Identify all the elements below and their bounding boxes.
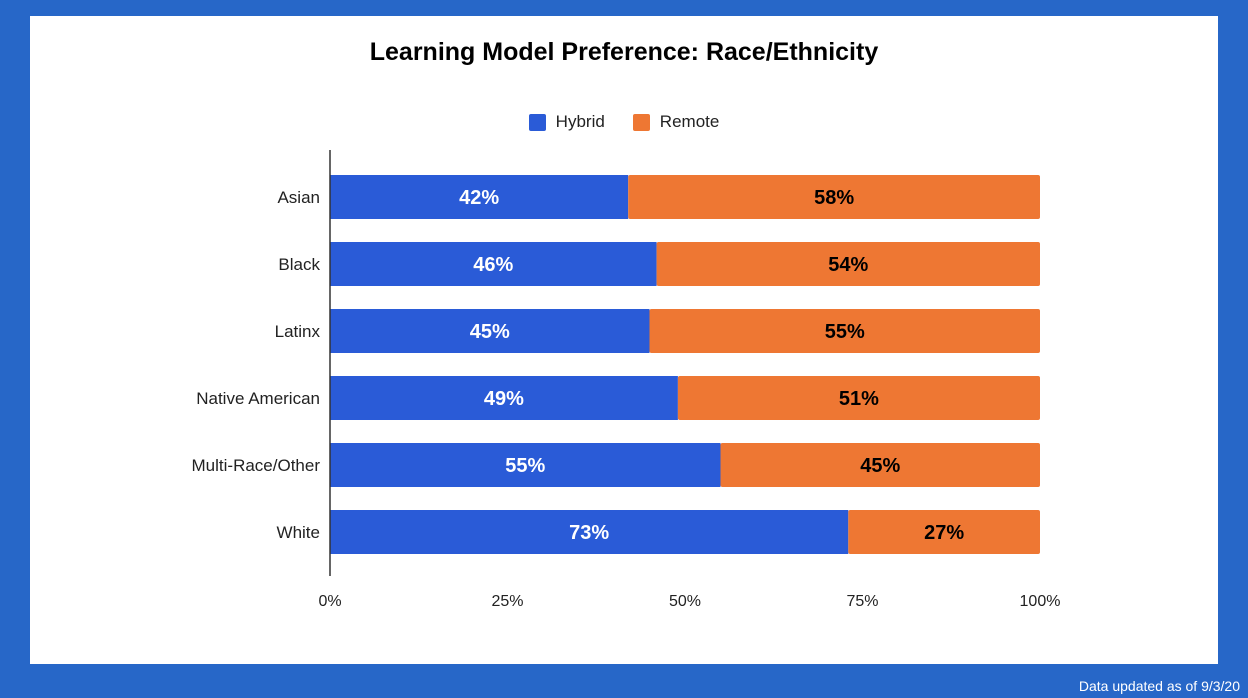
data-label-remote-native-american: 51% [839, 388, 879, 410]
legend-swatch-remote [632, 113, 650, 131]
category-label-black: Black [278, 255, 320, 274]
category-label-multi-race-other: Multi-Race/Other [192, 456, 321, 475]
bar-remote-white [848, 510, 1040, 554]
x-tick-label: 75% [846, 593, 878, 610]
data-label-remote-latinx: 55% [825, 321, 865, 343]
stacked-bar-chart: 42% 58% Asian 46% 54% Black 45% 55% Latinx 49% 51%… [192, 150, 1061, 610]
data-label-hybrid-white: 73% [569, 522, 609, 544]
x-tick-label: 50% [669, 593, 701, 610]
data-label-hybrid-multi-race-other: 55% [505, 455, 545, 477]
category-label-asian: Asian [277, 188, 320, 207]
legend-label-hybrid: Hybrid [555, 112, 605, 131]
data-label-remote-white: 27% [924, 522, 964, 544]
bar-remote-black [656, 242, 1040, 286]
legend-item-remote: Remote [632, 112, 720, 132]
bar-remote-asian [628, 175, 1040, 219]
x-tick-label: 100% [1020, 593, 1061, 610]
data-label-remote-asian: 58% [814, 187, 854, 209]
bar-hybrid-white [330, 510, 849, 554]
chart-legend: Hybrid Remote [30, 112, 1218, 132]
data-updated-note: Data updated as of 9/3/20 [1078, 678, 1240, 694]
bar-remote-multi-race-other [720, 443, 1040, 487]
data-label-hybrid-latinx: 45% [470, 321, 510, 343]
legend-item-hybrid: Hybrid [528, 112, 605, 132]
bar-remote-native-american [677, 376, 1040, 420]
category-label-latinx: Latinx [275, 322, 321, 341]
legend-label-remote: Remote [659, 112, 720, 131]
x-tick-label: 0% [318, 593, 341, 610]
data-label-hybrid-asian: 42% [459, 187, 499, 209]
chart-panel: Learning Model Preference: Race/Ethnicit… [30, 16, 1218, 664]
bar-hybrid-multi-race-other [330, 443, 721, 487]
data-label-remote-black: 54% [828, 254, 868, 276]
bar-hybrid-latinx [330, 309, 650, 353]
data-label-hybrid-black: 46% [473, 254, 513, 276]
x-tick-label: 25% [491, 593, 523, 610]
category-label-white: White [277, 523, 320, 542]
data-label-remote-multi-race-other: 45% [860, 455, 900, 477]
data-label-hybrid-native-american: 49% [484, 388, 524, 410]
bar-hybrid-native-american [330, 376, 678, 420]
bar-remote-latinx [649, 309, 1040, 353]
category-label-native-american: Native American [196, 389, 320, 408]
chart-title: Learning Model Preference: Race/Ethnicit… [369, 38, 879, 66]
bar-hybrid-black [330, 242, 657, 286]
bar-hybrid-asian [330, 175, 629, 219]
legend-swatch-hybrid [528, 113, 546, 131]
